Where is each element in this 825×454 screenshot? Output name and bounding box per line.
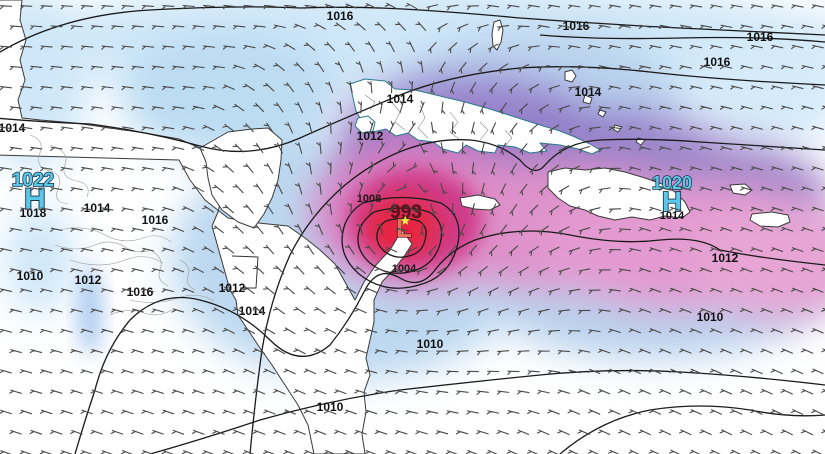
svg-text:1012: 1012: [712, 251, 739, 265]
svg-text:1014: 1014: [84, 201, 111, 215]
svg-text:1014: 1014: [387, 92, 414, 106]
svg-text:1012: 1012: [219, 281, 246, 295]
svg-text:1010: 1010: [592, 0, 619, 3]
svg-text:1010: 1010: [417, 337, 444, 351]
svg-text:1016: 1016: [142, 213, 169, 227]
svg-text:1004: 1004: [392, 263, 417, 275]
svg-text:1016: 1016: [327, 9, 354, 23]
svg-text:1014: 1014: [239, 304, 266, 318]
svg-text:1016: 1016: [127, 285, 154, 299]
svg-text:1012: 1012: [75, 273, 102, 287]
svg-text:1014: 1014: [660, 210, 685, 222]
svg-text:1016: 1016: [747, 30, 774, 44]
svg-text:1008: 1008: [357, 193, 381, 205]
